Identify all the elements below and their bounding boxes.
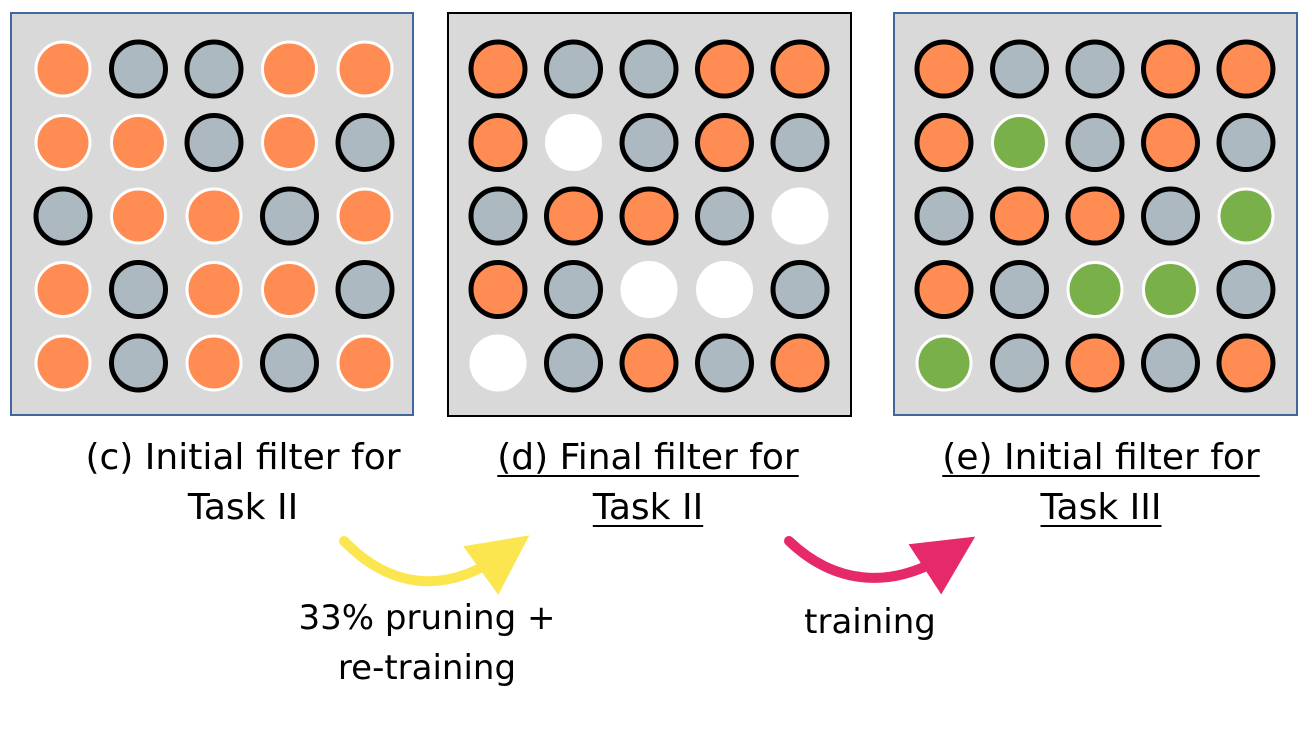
filter-cell-e-r2-c3	[1065, 113, 1125, 172]
filter-cell-d-r4-c4	[696, 261, 753, 318]
filter-cell-e-r1-c3	[1065, 39, 1125, 99]
filter-cell-c-r5-c4	[260, 333, 319, 393]
caption-d-line1: (d) Final filter for	[497, 437, 799, 478]
filter-cell-e-r1-c1	[914, 39, 974, 99]
caption-c: (c) Initial filter for Task II	[10, 433, 476, 533]
filter-cell-d-r2-c5	[770, 113, 830, 172]
filter-cell-e-r2-c4	[1141, 113, 1200, 172]
caption-c-line2: Task II	[187, 487, 299, 528]
filter-cell-e-r1-c5	[1216, 39, 1276, 99]
prune-label-line1: 33% pruning +	[298, 598, 556, 638]
filter-cell-e-r5-c1	[915, 334, 973, 392]
caption-e: (e) Initial filter for Task III	[885, 433, 1312, 533]
filter-cell-d-r3-c3	[619, 186, 679, 246]
filter-cell-e-r3-c3	[1065, 186, 1125, 246]
train-arrow	[784, 536, 976, 595]
filter-cell-d-r3-c2	[544, 186, 603, 246]
filter-cell-e-r2-c5	[1216, 113, 1276, 172]
filter-cell-d-r5-c5	[770, 333, 830, 393]
filter-cell-d-r1-c2	[544, 39, 603, 99]
prune-label-line2: re-training	[337, 648, 517, 688]
filter-cell-e-r3-c5	[1217, 187, 1275, 245]
filter-panel-e	[893, 12, 1298, 416]
filter-grid-c	[33, 39, 395, 393]
filter-cell-e-r5-c3	[1065, 333, 1125, 393]
filter-cell-c-r5-c5	[336, 334, 394, 392]
filter-cell-e-r2-c2	[991, 114, 1048, 171]
filter-cell-e-r4-c2	[990, 260, 1049, 319]
filter-cell-e-r4-c3	[1066, 261, 1124, 318]
train-label: training	[770, 597, 970, 647]
filter-cell-d-r2-c1	[468, 113, 528, 172]
filter-cell-e-r5-c5	[1216, 333, 1276, 393]
filter-cell-c-r3-c4	[260, 186, 319, 246]
filter-cell-d-r2-c3	[619, 113, 679, 172]
train-label-text: training	[804, 602, 936, 642]
filter-cell-e-r4-c4	[1142, 261, 1199, 318]
filter-cell-c-r2-c3	[184, 113, 244, 172]
filter-cell-d-r1-c5	[770, 39, 830, 99]
filter-cell-d-r2-c2	[545, 114, 602, 171]
filter-cell-c-r4-c4	[261, 261, 318, 318]
filter-cell-d-r4-c3	[620, 261, 678, 318]
filter-cell-c-r1-c5	[336, 40, 394, 98]
filter-cell-c-r4-c1	[34, 261, 92, 318]
filter-cell-e-r1-c2	[990, 39, 1049, 99]
filter-cell-c-r1-c4	[261, 40, 318, 98]
filter-cell-d-r3-c5	[771, 187, 829, 245]
filter-cell-e-r4-c1	[914, 260, 974, 319]
filter-cell-d-r3-c4	[695, 186, 754, 246]
prune-label: 33% pruning + re-training	[262, 593, 592, 693]
filter-cell-c-r3-c3	[185, 187, 243, 245]
filter-cell-c-r2-c5	[335, 113, 395, 172]
filter-cell-c-r3-c5	[336, 187, 394, 245]
filter-cell-d-r4-c2	[544, 260, 603, 319]
filter-cell-d-r4-c1	[468, 260, 528, 319]
caption-d: (d) Final filter for Task II	[448, 433, 848, 533]
filter-cell-c-r4-c3	[185, 261, 243, 318]
caption-d-line2: Task II	[592, 487, 704, 528]
filter-cell-c-r4-c2	[109, 260, 168, 319]
filter-cell-d-r5-c4	[695, 333, 754, 393]
filter-cell-c-r1-c3	[184, 39, 244, 99]
filter-cell-d-r2-c4	[695, 113, 754, 172]
filter-cell-d-r1-c4	[695, 39, 754, 99]
filter-grid-d	[468, 39, 830, 393]
filter-cell-c-r2-c2	[110, 114, 167, 171]
filter-cell-e-r3-c1	[914, 186, 974, 246]
filter-cell-c-r5-c3	[185, 334, 243, 392]
filter-cell-d-r3-c1	[468, 186, 528, 246]
caption-e-line1: (e) Initial filter for	[942, 437, 1260, 478]
filter-cell-e-r3-c4	[1141, 186, 1200, 246]
filter-cell-c-r2-c1	[34, 114, 92, 171]
caption-c-line1: (c) Initial filter for	[85, 437, 401, 478]
prune-arrow	[339, 535, 530, 595]
filter-cell-c-r2-c4	[261, 114, 318, 171]
filter-cell-d-r1-c3	[619, 39, 679, 99]
filter-cell-e-r3-c2	[990, 186, 1049, 246]
filter-cell-e-r5-c4	[1141, 333, 1200, 393]
filter-cell-e-r1-c4	[1141, 39, 1200, 99]
caption-e-line2: Task III	[1040, 487, 1162, 528]
filter-grid-e	[914, 39, 1276, 393]
filter-cell-c-r4-c5	[335, 260, 395, 319]
filter-cell-e-r2-c1	[914, 113, 974, 172]
filter-panel-d	[447, 12, 852, 417]
filter-cell-e-r4-c5	[1216, 260, 1276, 319]
filter-cell-c-r1-c2	[109, 39, 168, 99]
filter-cell-d-r5-c3	[619, 333, 679, 393]
filter-cell-c-r5-c2	[109, 333, 168, 393]
filter-panel-c	[10, 12, 414, 416]
filter-cell-e-r5-c2	[990, 333, 1049, 393]
filter-cell-d-r5-c2	[544, 333, 603, 393]
filter-cell-c-r1-c1	[34, 40, 92, 98]
filter-cell-d-r4-c5	[770, 260, 830, 319]
filter-cell-c-r3-c2	[110, 187, 167, 245]
filter-cell-d-r5-c1	[469, 334, 527, 392]
filter-cell-c-r3-c1	[33, 186, 93, 246]
filter-cell-d-r1-c1	[468, 39, 528, 99]
filter-cell-c-r5-c1	[34, 334, 92, 392]
